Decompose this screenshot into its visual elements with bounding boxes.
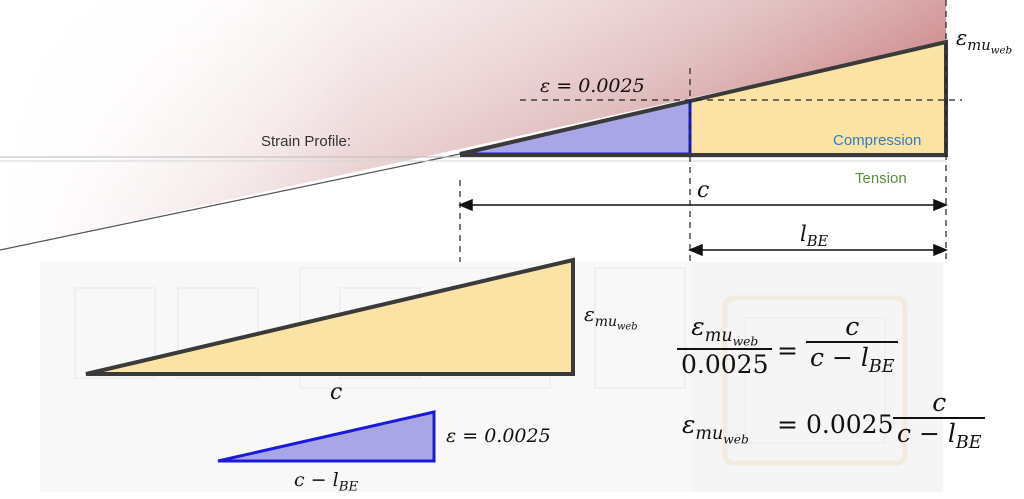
strain-line-extension bbox=[0, 153, 461, 251]
glow-left-fade bbox=[0, 0, 360, 250]
eq2-rhs-denominator: c − lBE bbox=[893, 419, 985, 453]
strain-profile-label: Strain Profile: bbox=[261, 133, 352, 150]
eq2-coefficient: 0.0025 bbox=[806, 410, 894, 439]
eps-top-sub: mu bbox=[967, 37, 991, 55]
eq1-rhs-den-pre: c − l bbox=[810, 343, 869, 372]
eq1-equals: = bbox=[777, 336, 798, 365]
big-strain-triangle bbox=[85, 257, 575, 376]
big-eps-main: ε bbox=[584, 302, 595, 326]
lbe-l: l bbox=[800, 222, 807, 246]
eq1-num-sub: mu bbox=[704, 326, 733, 347]
eq1-rhs-den-sub: BE bbox=[868, 357, 895, 378]
eq2-lhs-main: ε bbox=[682, 410, 696, 439]
dimension-lbe bbox=[688, 243, 948, 257]
big-eps-subsub: web bbox=[617, 321, 638, 333]
small-base-sub: BE bbox=[338, 479, 359, 495]
eq1-num-subsub: web bbox=[732, 334, 759, 349]
eq1-numerator: εmuweb bbox=[677, 312, 772, 348]
compression-label: Compression bbox=[833, 132, 922, 149]
eq2-rhs-fraction: c c − lBE bbox=[893, 388, 986, 453]
lbe-sub: BE bbox=[806, 233, 829, 251]
small-base-pre: c − l bbox=[294, 469, 339, 491]
compression-strain-area bbox=[690, 42, 946, 155]
eq1-num-main: ε bbox=[691, 312, 705, 341]
eq2-rhs-den-pre: c − l bbox=[897, 419, 956, 448]
eq2-equals: = bbox=[777, 410, 798, 439]
eq1-rhs-denominator: c − lBE bbox=[806, 343, 898, 377]
small-triangle-side-label: ε = 0.0025 bbox=[446, 425, 551, 447]
eps-top-main: ε bbox=[956, 26, 968, 50]
eps-top-subsub: web bbox=[990, 44, 1013, 57]
small-strain-triangle bbox=[217, 410, 436, 463]
eq2-lhs-sub: mu bbox=[695, 424, 724, 445]
eq2-lhs: εmuweb bbox=[682, 410, 749, 446]
lbe-dimension-label: lBE bbox=[800, 222, 828, 250]
big-eps-sub: mu bbox=[594, 313, 618, 330]
strain-profile-outline bbox=[459, 39, 948, 157]
big-triangle-side-label: εmuweb bbox=[584, 302, 638, 332]
tension-label: Tension bbox=[855, 170, 907, 187]
strain-0025-text: ε = 0.0025 bbox=[540, 75, 645, 97]
strain-0025-label: ε = 0.0025 bbox=[540, 75, 645, 97]
eq1-lhs-fraction: εmuweb 0.0025 bbox=[677, 312, 773, 380]
dimension-c bbox=[458, 198, 948, 212]
big-triangle-base-label: c bbox=[330, 380, 343, 405]
eq2-lhs-subsub: web bbox=[723, 432, 749, 447]
c-dimension-label: c bbox=[697, 178, 710, 203]
small-triangle-base-label: c − lBE bbox=[294, 469, 358, 495]
eq1-rhs-bar bbox=[806, 341, 899, 343]
eq1-rhs-numerator: c bbox=[845, 312, 860, 341]
eps-mu-web-top-label: εmuweb bbox=[956, 26, 1012, 57]
eq1-denominator: 0.0025 bbox=[681, 350, 769, 380]
eq2-rhs-numerator: c bbox=[932, 388, 947, 417]
eq1-rhs-fraction: c c − lBE bbox=[806, 312, 899, 377]
eq2-rhs-den-sub: BE bbox=[955, 433, 982, 454]
eq2-rhs-bar bbox=[893, 417, 986, 419]
eq1-lhs-bar bbox=[677, 348, 773, 351]
